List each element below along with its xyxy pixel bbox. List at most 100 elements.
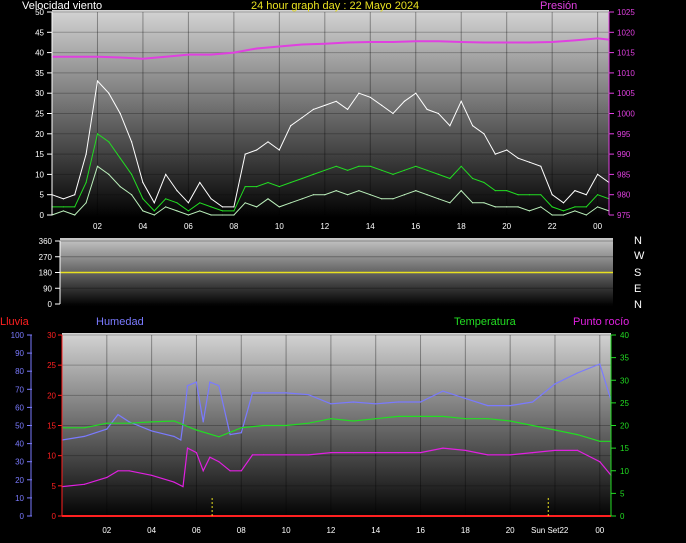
- wind_avg-point: [85, 181, 87, 184]
- wind_min-point: [517, 206, 519, 208]
- dewpoint-point: [487, 454, 489, 456]
- wind_avg-point: [551, 206, 553, 208]
- rain-scale-tick-label: 50: [15, 422, 24, 431]
- humidity-point: [229, 434, 231, 436]
- pressure-point: [74, 56, 76, 58]
- temperature-y-tick-label: 10: [620, 467, 629, 476]
- wind_min-point: [335, 190, 337, 192]
- wind-y-tick-label: 50: [35, 8, 44, 17]
- dewpoint-point: [397, 452, 399, 454]
- temperature-axis-title: Temperatura: [454, 316, 517, 328]
- wind_avg-point: [574, 206, 576, 208]
- rain-scale-tick-label: 40: [15, 440, 24, 449]
- dewpoint-point: [263, 454, 265, 456]
- wind_avg-point: [96, 133, 99, 135]
- wind-x-tick-label: 00: [593, 222, 602, 231]
- wind-x-tick-label: 18: [457, 222, 466, 231]
- dewpoint-point: [330, 452, 332, 454]
- wind_min-point: [244, 202, 246, 204]
- humidity-point: [397, 401, 399, 403]
- humidity-point: [195, 381, 197, 383]
- wind_gust-point: [426, 108, 428, 110]
- pressure-y-tick-label: 1005: [617, 89, 635, 98]
- dewpoint-point: [128, 470, 130, 472]
- pressure-point: [551, 41, 553, 43]
- wind_gust-point: [153, 202, 155, 204]
- wind_gust-point: [267, 141, 269, 143]
- wind_avg-point: [369, 165, 371, 167]
- wind_min-point: [449, 202, 451, 204]
- dewpoint-point: [554, 449, 556, 451]
- humidity-point: [375, 403, 377, 405]
- wind_min-point: [347, 194, 349, 196]
- humidity-point: [83, 435, 85, 437]
- wind_min-point: [369, 194, 371, 196]
- wind-x-tick-label: 22: [548, 222, 557, 231]
- wind_min-point: [597, 206, 599, 208]
- wind_avg-point: [210, 206, 212, 208]
- wind_gust-point: [96, 80, 99, 82]
- humidity-scale-tick-label: 30: [47, 331, 56, 340]
- temperature-point: [285, 424, 287, 427]
- wind_avg-point: [472, 177, 474, 180]
- wind_gust-point: [392, 112, 394, 115]
- humidity-point: [352, 401, 354, 403]
- wind_avg-point: [62, 206, 64, 208]
- pressure-y-tick-label: 980: [617, 191, 631, 200]
- pressure-point: [278, 45, 280, 48]
- humidity-point: [186, 385, 189, 387]
- climate-x-tick-label: 18: [461, 526, 470, 535]
- temperature-y-tick-label: 40: [620, 331, 629, 340]
- dewpoint-axis-title: Punto rocío: [573, 316, 629, 328]
- pressure-point: [347, 41, 349, 44]
- climate-x-tick-label: 02: [102, 526, 111, 535]
- wind_min-point: [528, 210, 531, 212]
- wind_min-point: [187, 214, 189, 216]
- wind_min-point: [108, 173, 110, 175]
- pressure-point: [369, 41, 371, 43]
- direction-label-e: E: [634, 283, 641, 295]
- wind_gust-point: [74, 194, 76, 196]
- dewpoint-point: [186, 447, 189, 449]
- pressure-point: [460, 41, 462, 43]
- pressure-point: [528, 41, 531, 44]
- temperature-point: [397, 415, 399, 417]
- direction-y-tick-label: 180: [39, 269, 53, 278]
- wind_gust-point: [244, 153, 246, 155]
- wind_min-point: [290, 202, 292, 204]
- wind_min-point: [540, 206, 542, 208]
- wind_avg-point: [221, 210, 224, 212]
- temperature-point: [532, 424, 534, 427]
- dewpoint-point: [209, 456, 211, 458]
- wind_min-point: [358, 190, 360, 192]
- wind_min-point: [506, 206, 508, 208]
- wind_avg-point: [324, 169, 326, 171]
- rain-scale-tick-label: 60: [15, 403, 24, 412]
- wind_min-point: [426, 194, 428, 196]
- rain-scale-tick-label: 30: [15, 458, 24, 467]
- wind_min-point: [267, 198, 269, 200]
- dewpoint-point: [352, 452, 354, 454]
- dewpoint-point: [285, 454, 287, 456]
- wind_avg-point: [460, 165, 462, 167]
- temperature-point: [375, 418, 377, 420]
- wind_min-point: [392, 198, 394, 200]
- wind_avg-point: [267, 181, 269, 184]
- direction-y-tick-label: 0: [48, 300, 53, 309]
- wind-x-tick-label: 14: [366, 222, 375, 231]
- wind_avg-point: [483, 181, 485, 184]
- wind_gust-point: [347, 108, 349, 110]
- pressure-y-tick-label: 1020: [617, 28, 635, 37]
- temperature-point: [487, 418, 489, 420]
- temperature-y-tick-label: 5: [620, 489, 625, 498]
- temperature-y-tick-label: 15: [620, 444, 629, 453]
- wind-y-tick-label: 15: [35, 150, 44, 159]
- wind_avg-point: [437, 173, 440, 175]
- wind-x-tick-label: 08: [229, 222, 238, 231]
- wind_avg-point: [562, 210, 565, 212]
- wind_gust-point: [324, 104, 326, 106]
- wind_avg-point: [187, 210, 189, 212]
- wind_gust-point: [221, 206, 224, 208]
- temperature-point: [83, 427, 85, 429]
- direction-label-n-top: N: [634, 235, 642, 247]
